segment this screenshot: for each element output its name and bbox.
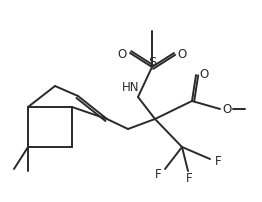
Text: O: O (199, 67, 209, 80)
Text: O: O (222, 103, 232, 116)
Text: F: F (215, 155, 221, 168)
Text: O: O (117, 47, 127, 60)
Text: HN: HN (122, 81, 140, 94)
Text: F: F (155, 168, 161, 181)
Text: S: S (148, 55, 156, 68)
Text: O: O (177, 47, 187, 60)
Text: F: F (186, 172, 192, 185)
